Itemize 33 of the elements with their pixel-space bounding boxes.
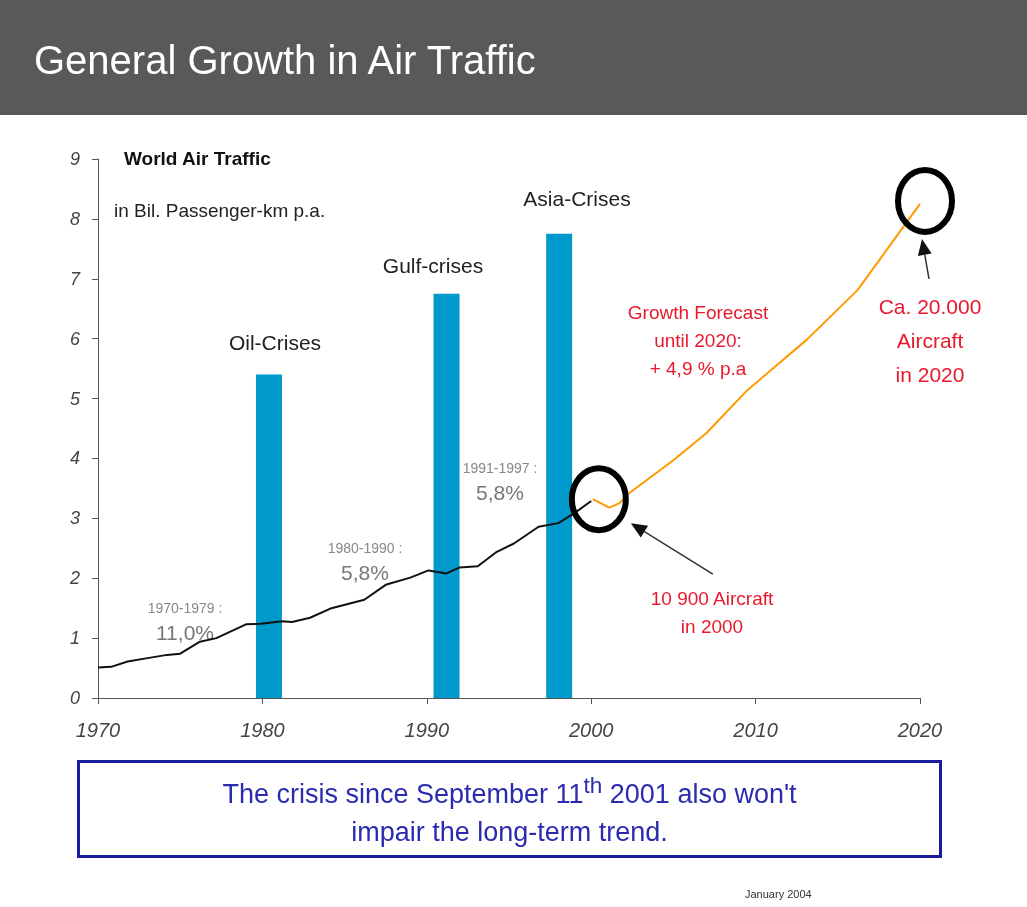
y-tick-label: 1: [69, 628, 80, 649]
annotation: Asia-Crises: [523, 186, 631, 210]
text: The crisis since September 11$^{th}$ 2001 also won't impair the long-term trend.: [221, 772, 798, 849]
chart-subtitle: World Air Traffic: [124, 148, 272, 169]
y-tick-label: 6: [69, 328, 81, 349]
y-tick-label: 2: [68, 568, 80, 589]
y-tick-label: 0: [69, 688, 80, 708]
x-tick-label: 2010: [732, 719, 778, 741]
annotation: Ca. 20.000 Aircraft in 2020: [878, 294, 982, 386]
y-tick-label: 4: [69, 448, 80, 469]
x-tick-label: 1990: [404, 719, 450, 741]
annotation: 1980-1990 : 5,8%: [327, 540, 403, 584]
annotation: 1970-1979 : 11,0%: [147, 600, 223, 644]
x-tick-label: 1970: [75, 719, 121, 741]
x-tick-label: 2000: [567, 719, 614, 741]
y-tick-label: 9: [69, 149, 80, 169]
y-tick-label: 7: [69, 268, 81, 289]
annotation: 10 900 Aircraft in 2000: [650, 587, 774, 637]
x-tick-label: 1980: [240, 719, 285, 741]
annotation: Growth Forecast until 2020: + 4,9 % p.a: [627, 301, 769, 379]
x-tick-label: 2020: [896, 719, 943, 741]
y-tick-label: 8: [69, 208, 80, 229]
y-tick-label: 3: [69, 508, 80, 529]
y-axis-title: in Bil. Passenger-km p.a.: [114, 200, 326, 221]
text: January 2004: [745, 888, 812, 900]
bar: [255, 374, 282, 698]
y-tick-label: 5: [69, 388, 81, 409]
bar: [546, 233, 573, 698]
bar: [433, 293, 460, 698]
annotation: 1991-1997 : 5,8%: [462, 460, 538, 504]
annotation: Gulf-crises: [382, 253, 484, 277]
annotation: Oil-Crises: [228, 330, 322, 354]
chart-title: General Growth in Air Traffic: [34, 37, 536, 84]
